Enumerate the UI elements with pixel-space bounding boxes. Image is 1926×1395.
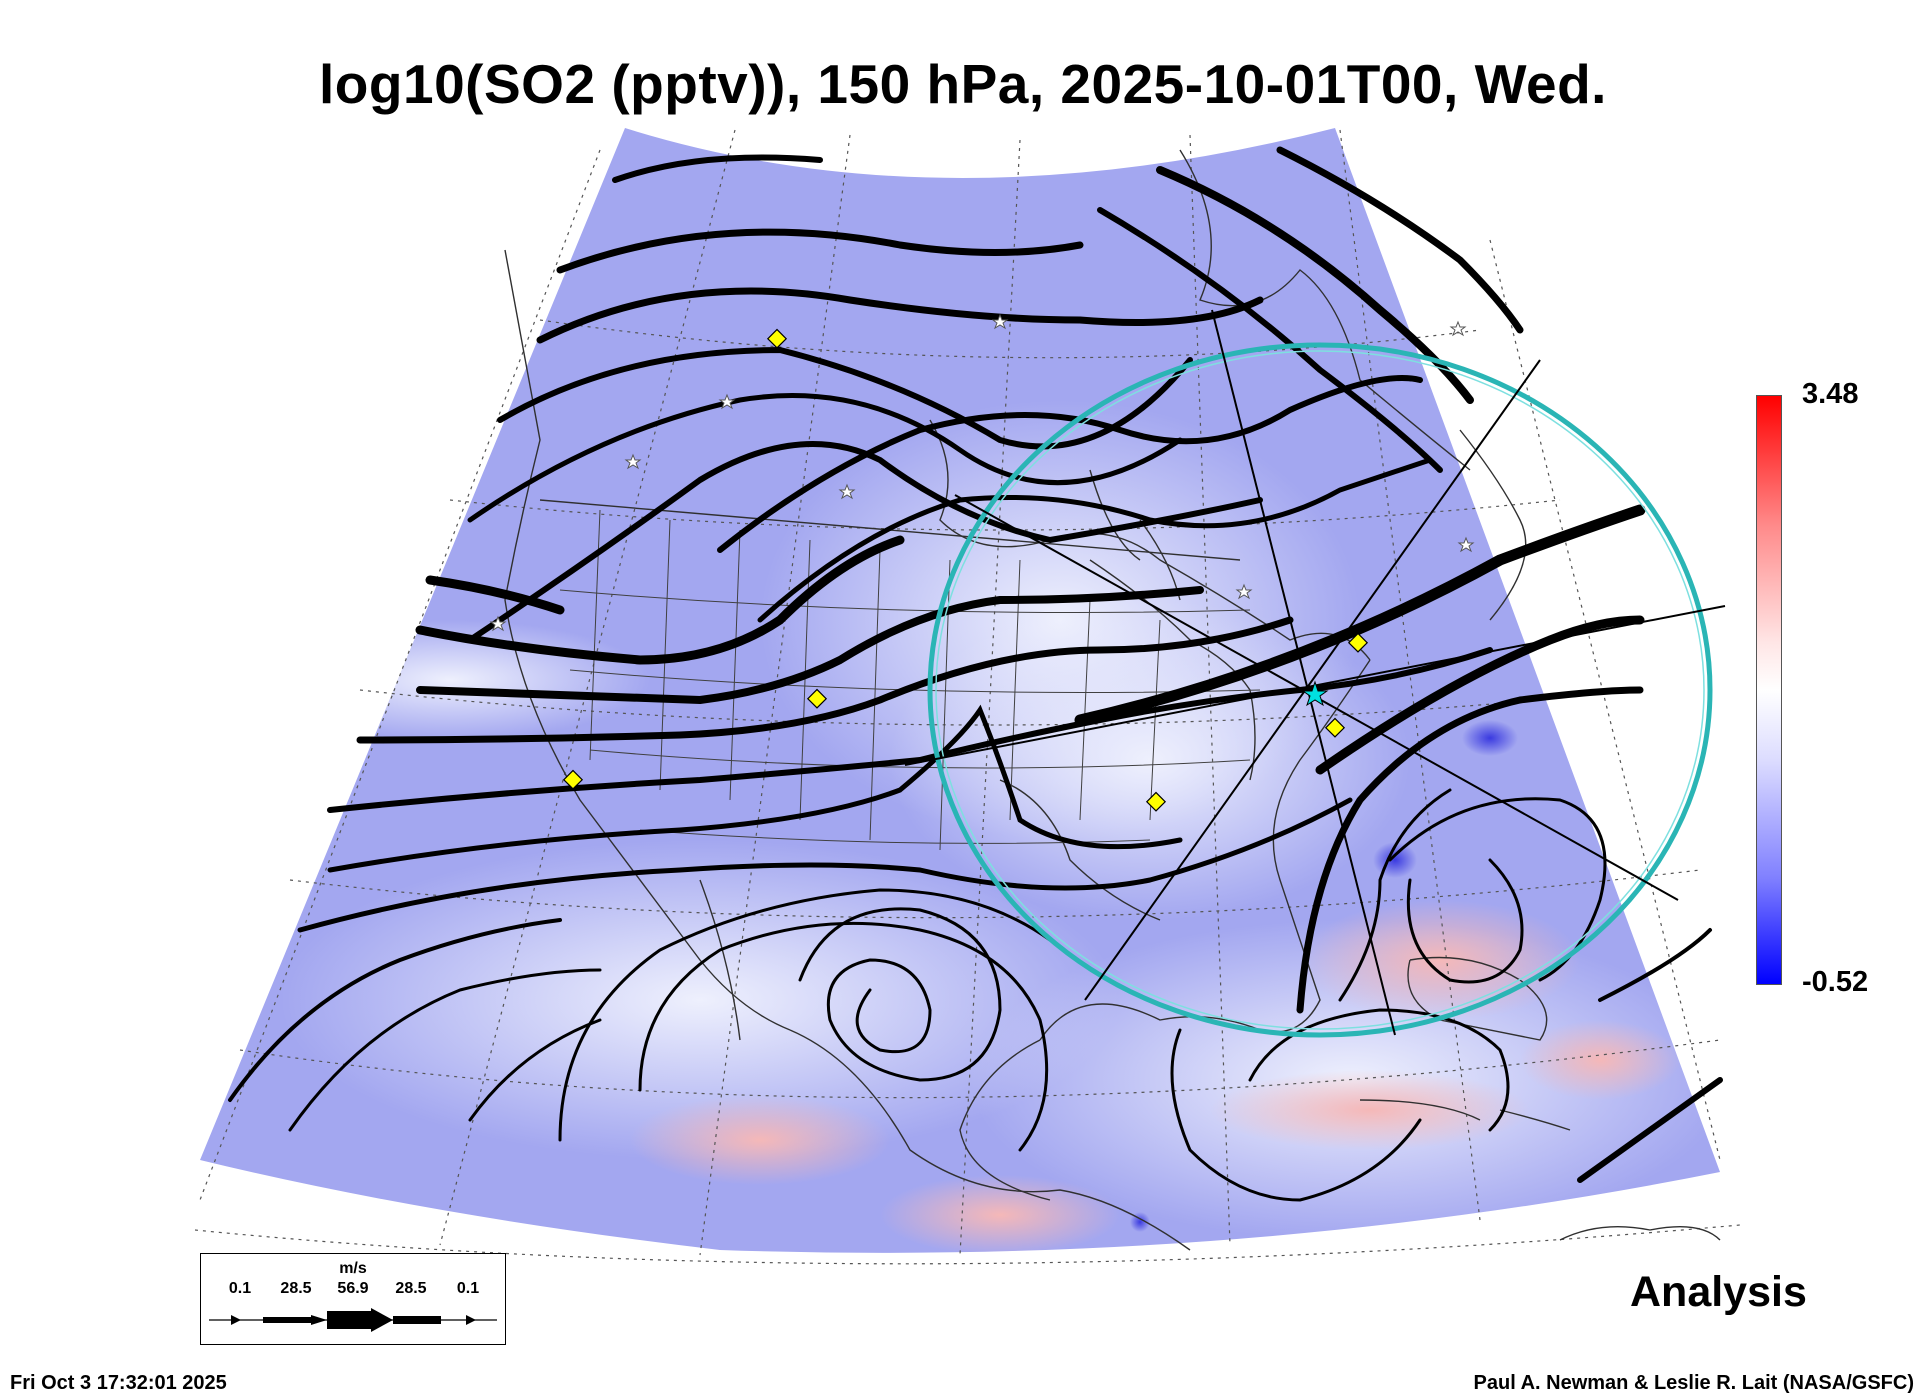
station-stars: [489, 313, 1475, 632]
wind-arrow-icon: [468, 1018, 602, 1122]
wind-arrow-icon: [497, 346, 1193, 450]
legend-unit: m/s: [339, 1260, 367, 1277]
colorbar-max-label: 3.48: [1802, 378, 1859, 410]
wind-arrow-icon: [1388, 797, 1607, 982]
diamond-marker-icon: [1145, 791, 1167, 812]
wind-arrow-icon: [638, 921, 1049, 1152]
wind-arrow-icon: [612, 154, 823, 183]
wind-speed-legend: m/s 0.1 28.5 56.9 28.5 0.1: [200, 1253, 506, 1345]
star-station-icon: [838, 483, 856, 500]
legend-value: 56.9: [337, 1280, 369, 1297]
star-station-icon: [1235, 583, 1253, 600]
diamond-marker-icon: [1324, 717, 1346, 738]
diamond-marker-icon: [1347, 632, 1369, 653]
wind-arrow-icon: [415, 535, 905, 665]
colorbar-min-label: -0.52: [1802, 966, 1869, 998]
star-station-icon: [718, 393, 736, 410]
legend-value: 0.1: [228, 1280, 252, 1297]
wind-arrow-icon: [1338, 788, 1452, 1002]
star-station-icon: [1457, 536, 1475, 553]
page-title: log10(SO2 (pptv)), 150 hPa, 2025-10-01T0…: [319, 53, 1607, 115]
wind-arrow-icon: [558, 888, 1052, 1142]
wind-arrow-icon: [425, 575, 565, 615]
star-station-icon: [1449, 320, 1467, 337]
diamond-markers: [562, 328, 1369, 812]
range-ring-icon: [927, 342, 1713, 1038]
wind-arrow-icon: [717, 375, 1423, 553]
wind-arrow-icon: [467, 393, 1183, 523]
wind-arrow-icon: [757, 457, 1433, 623]
wind-streamlines: [228, 146, 1723, 1202]
wind-arrow-icon: [536, 287, 1264, 344]
center-point-icon: [1301, 680, 1329, 707]
wind-arrow-icon: [798, 907, 1002, 1082]
colorbar: [1756, 395, 1782, 985]
wind-arrow-icon: [327, 704, 1183, 873]
wind-arrow-icon: [1406, 858, 1524, 984]
credit-line: Paul A. Newman & Leslie R. Lait (NASA/GS…: [1473, 1372, 1914, 1394]
wind-arrow-icon: [297, 797, 1353, 933]
wind-arrow-icon: [467, 441, 1263, 643]
legend-value: 28.5: [280, 1280, 312, 1297]
wind-arrow-icon: [209, 1308, 497, 1332]
star-station-icon: [991, 313, 1009, 330]
wind-arrow-icon: [228, 918, 562, 1102]
wind-arrow-icon: [416, 586, 1204, 705]
wind-arrow-icon: [556, 228, 1084, 274]
wind-arrow-icon: [1276, 146, 1524, 334]
wind-arrow-icon: [1598, 928, 1712, 1002]
diamond-marker-icon: [562, 769, 584, 790]
wind-arrow-icon: [356, 616, 1294, 744]
timestamp: Fri Oct 3 17:32:01 2025: [10, 1372, 227, 1394]
wind-arrow-icon: [288, 968, 602, 1132]
wind-arrow-icon: [1315, 615, 1645, 775]
diamond-marker-icon: [806, 688, 828, 709]
analysis-label: Analysis: [1630, 1268, 1807, 1316]
legend-value: 28.5: [395, 1280, 427, 1297]
wind-arrow-icon: [1170, 1028, 1422, 1202]
star-station-icon: [489, 615, 507, 632]
star-station-icon: [624, 453, 642, 470]
legend-value: 0.1: [456, 1280, 480, 1297]
diamond-marker-icon: [766, 328, 788, 349]
wind-arrow-icon: [1074, 504, 1646, 726]
so2-field: [200, 128, 1720, 1253]
wind-arrow-icon: [1097, 207, 1443, 473]
wind-arrow-icon: [1577, 1077, 1723, 1183]
